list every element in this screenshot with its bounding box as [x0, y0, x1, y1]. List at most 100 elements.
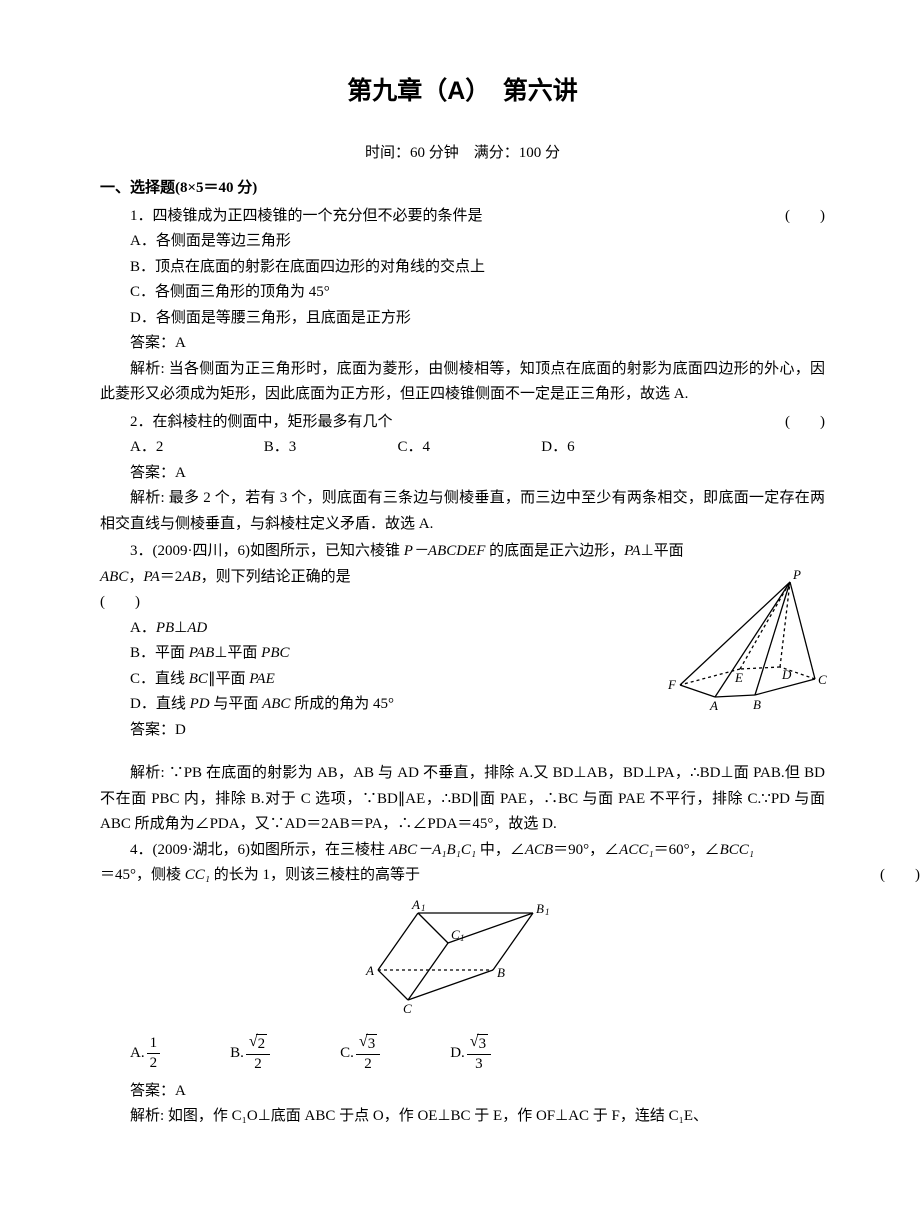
- q2-explanation: 解析: 最多 2 个，若有 3 个，则底面有三条边与侧棱垂直，而三边中至少有两条…: [100, 486, 825, 537]
- q2-stem: 2．在斜棱柱的侧面中，矩形最多有几个 ( ): [100, 410, 825, 436]
- q3-b-pre: B．平面: [130, 645, 189, 661]
- q2-paren: ( ): [785, 410, 825, 436]
- q4-opt-b: B. √2 2: [230, 1034, 270, 1073]
- q3-a-pb: PB: [156, 620, 174, 636]
- q4-stem-line2: ＝45°，侧棱 CC₁ 的长为 1，则该三棱柱的高等于 ( ): [100, 863, 825, 889]
- label-B1-sub: 1: [545, 907, 550, 917]
- q3-b-rel: ⊥平面: [214, 645, 261, 661]
- q4-d-den: 3: [475, 1055, 483, 1073]
- q4-b-den: 2: [254, 1055, 262, 1073]
- q4-a-num: 1: [147, 1035, 161, 1054]
- q4-c-num: 3: [366, 1034, 378, 1053]
- q4-opt-c: C. √3 2: [340, 1034, 380, 1073]
- q3-sym-pabcdef: P－ABCDEF: [404, 543, 486, 559]
- q4-opt-d: D. √3 3: [450, 1034, 491, 1073]
- q1-explanation: 解析: 当各侧面为正三角形时，底面为菱形，由侧棱相等，知顶点在底面的射影为底面四…: [100, 357, 825, 408]
- q4-opt-a: A. 1 2: [130, 1035, 160, 1071]
- label-A: A: [365, 963, 374, 978]
- label-A1-sub: 1: [421, 903, 426, 913]
- q4-d-num: 3: [477, 1034, 489, 1053]
- q4-answer: 答案：A: [100, 1079, 825, 1105]
- label-C1: C: [451, 927, 460, 942]
- label-C: C: [818, 672, 827, 687]
- q4-a-den: 2: [150, 1054, 158, 1072]
- q3-c-pre: C．直线: [130, 671, 189, 687]
- q3-a-pre: A．: [130, 620, 156, 636]
- question-3: 3．(2009·四川，6)如图所示，已知六棱锥 P－ABCDEF 的底面是正六边…: [100, 539, 825, 743]
- q4-s2b: 的长为 1，则该三棱柱的高等于: [210, 867, 420, 883]
- q4-c-lbl: C.: [340, 1041, 354, 1067]
- q3-d-abc: ABC: [262, 696, 290, 712]
- q2-options: A．2 B．3 C．4 D．6: [100, 435, 825, 461]
- q2-opt-c: C．4: [398, 435, 538, 461]
- page-subtitle: 时间：60 分钟 满分：100 分: [100, 141, 825, 167]
- page-title: 第九章（A） 第六讲: [100, 70, 825, 113]
- label-E: E: [734, 670, 743, 685]
- q1-answer: 答案：A: [100, 331, 825, 357]
- q4-s1a: 4．(2009·湖北，6)如图所示，在三棱柱: [130, 842, 389, 858]
- q3-d-rel: 与平面: [210, 696, 263, 712]
- q3-s1b: 的底面是正六边形，: [485, 543, 624, 559]
- section-header: 一、选择题(8×5＝40 分): [100, 176, 825, 202]
- q3-sym-pa1: PA: [624, 543, 640, 559]
- label-F: F: [667, 677, 677, 692]
- q3-c-rel: ∥平面: [208, 671, 249, 687]
- label-A1: A: [411, 897, 420, 912]
- q3-c-pae: PAE: [249, 671, 275, 687]
- label-B: B: [497, 965, 505, 980]
- q4-b-num: 2: [256, 1034, 268, 1053]
- q4-acb: ACB: [525, 842, 553, 858]
- question-4: 4．(2009·湖北，6)如图所示，在三棱柱 ABC－A₁B₁C₁ 中，∠ACB…: [100, 838, 825, 1130]
- q1-opt-d: D．各侧面是等腰三角形，且底面是正方形: [100, 306, 825, 332]
- q3-d-suf: 所成的角为 45°: [290, 696, 394, 712]
- q4-bcc1: BCC₁: [720, 842, 754, 858]
- q4-s2a: ＝45°，侧棱: [100, 867, 185, 883]
- q1-opt-c: C．各侧面三角形的顶角为 45°: [100, 280, 825, 306]
- q3-sym-abc: ABC: [100, 569, 128, 585]
- q2-opt-d: D．6: [541, 435, 641, 461]
- q4-prism: ABC－A₁B₁C₁: [389, 842, 476, 858]
- q3-s1c: ⊥平面: [641, 543, 684, 559]
- q3-s1a: 3．(2009·四川，6)如图所示，已知六棱锥: [130, 543, 404, 559]
- label-B: B: [753, 697, 761, 712]
- q4-explanation: 解析: 如图，作 C₁O⊥底面 ABC 于点 O，作 OE⊥BC 于 E，作 O…: [100, 1104, 825, 1130]
- q3-b-pbc: PBC: [261, 645, 289, 661]
- q3-answer: 答案：D: [100, 718, 825, 744]
- q1-paren: ( ): [785, 204, 825, 230]
- q3-a-ad: AD: [187, 620, 207, 636]
- q2-opt-b: B．3: [264, 435, 394, 461]
- triangular-prism-figure: A 1 B 1 C 1 A B C: [358, 895, 568, 1015]
- label-C1-sub: 1: [460, 933, 465, 943]
- q4-s1b: 中，∠: [476, 842, 525, 858]
- q4-acc1: ACC₁: [619, 842, 653, 858]
- q4-s1d: ＝60°，∠: [654, 842, 720, 858]
- label-P: P: [792, 567, 801, 582]
- q3-b-pab: PAB: [189, 645, 215, 661]
- q4-paren: ( ): [880, 863, 920, 889]
- q4-d-lbl: D.: [450, 1041, 465, 1067]
- q4-options: A. 1 2 B. √2 2 C. √3 2 D. √3 3: [100, 1034, 825, 1073]
- label-B1: B: [536, 901, 544, 916]
- q4-c-den: 2: [364, 1055, 372, 1073]
- label-D: D: [781, 667, 792, 682]
- q1-opt-a: A．各侧面是等边三角形: [100, 229, 825, 255]
- q3-c-bc: BC: [189, 671, 208, 687]
- q3-stem-line1: 3．(2009·四川，6)如图所示，已知六棱锥 P－ABCDEF 的底面是正六边…: [100, 539, 825, 565]
- q2-stem-text: 2．在斜棱柱的侧面中，矩形最多有几个: [130, 414, 393, 430]
- q3-a-rel: ⊥: [174, 620, 187, 636]
- q4-stem-line1: 4．(2009·湖北，6)如图所示，在三棱柱 ABC－A₁B₁C₁ 中，∠ACB…: [100, 838, 825, 864]
- question-2: 2．在斜棱柱的侧面中，矩形最多有几个 ( ) A．2 B．3 C．4 D．6 答…: [100, 410, 825, 538]
- label-A: A: [709, 698, 718, 712]
- q3-sym-ab: AB: [182, 569, 200, 585]
- q3-explanation: 解析: ∵PB 在底面的射影为 AB，AB 与 AD 不垂直，排除 A.又 BD…: [100, 761, 825, 838]
- hexagonal-pyramid-figure: P A B C D E F: [660, 567, 835, 712]
- q4-a-lbl: A.: [130, 1041, 145, 1067]
- q4-b-lbl: B.: [230, 1041, 244, 1067]
- q3-s2c: ，则下列结论正确的是: [201, 569, 351, 585]
- label-C: C: [403, 1001, 412, 1015]
- q1-opt-b: B．顶点在底面的射影在底面四边形的对角线的交点上: [100, 255, 825, 281]
- q3-sym-pa2: PA: [143, 569, 159, 585]
- q4-s1c: ＝90°，∠: [553, 842, 619, 858]
- q3-d-pd: PD: [190, 696, 210, 712]
- q1-stem: 1．四棱锥成为正四棱锥的一个充分但不必要的条件是 ( ): [100, 204, 825, 230]
